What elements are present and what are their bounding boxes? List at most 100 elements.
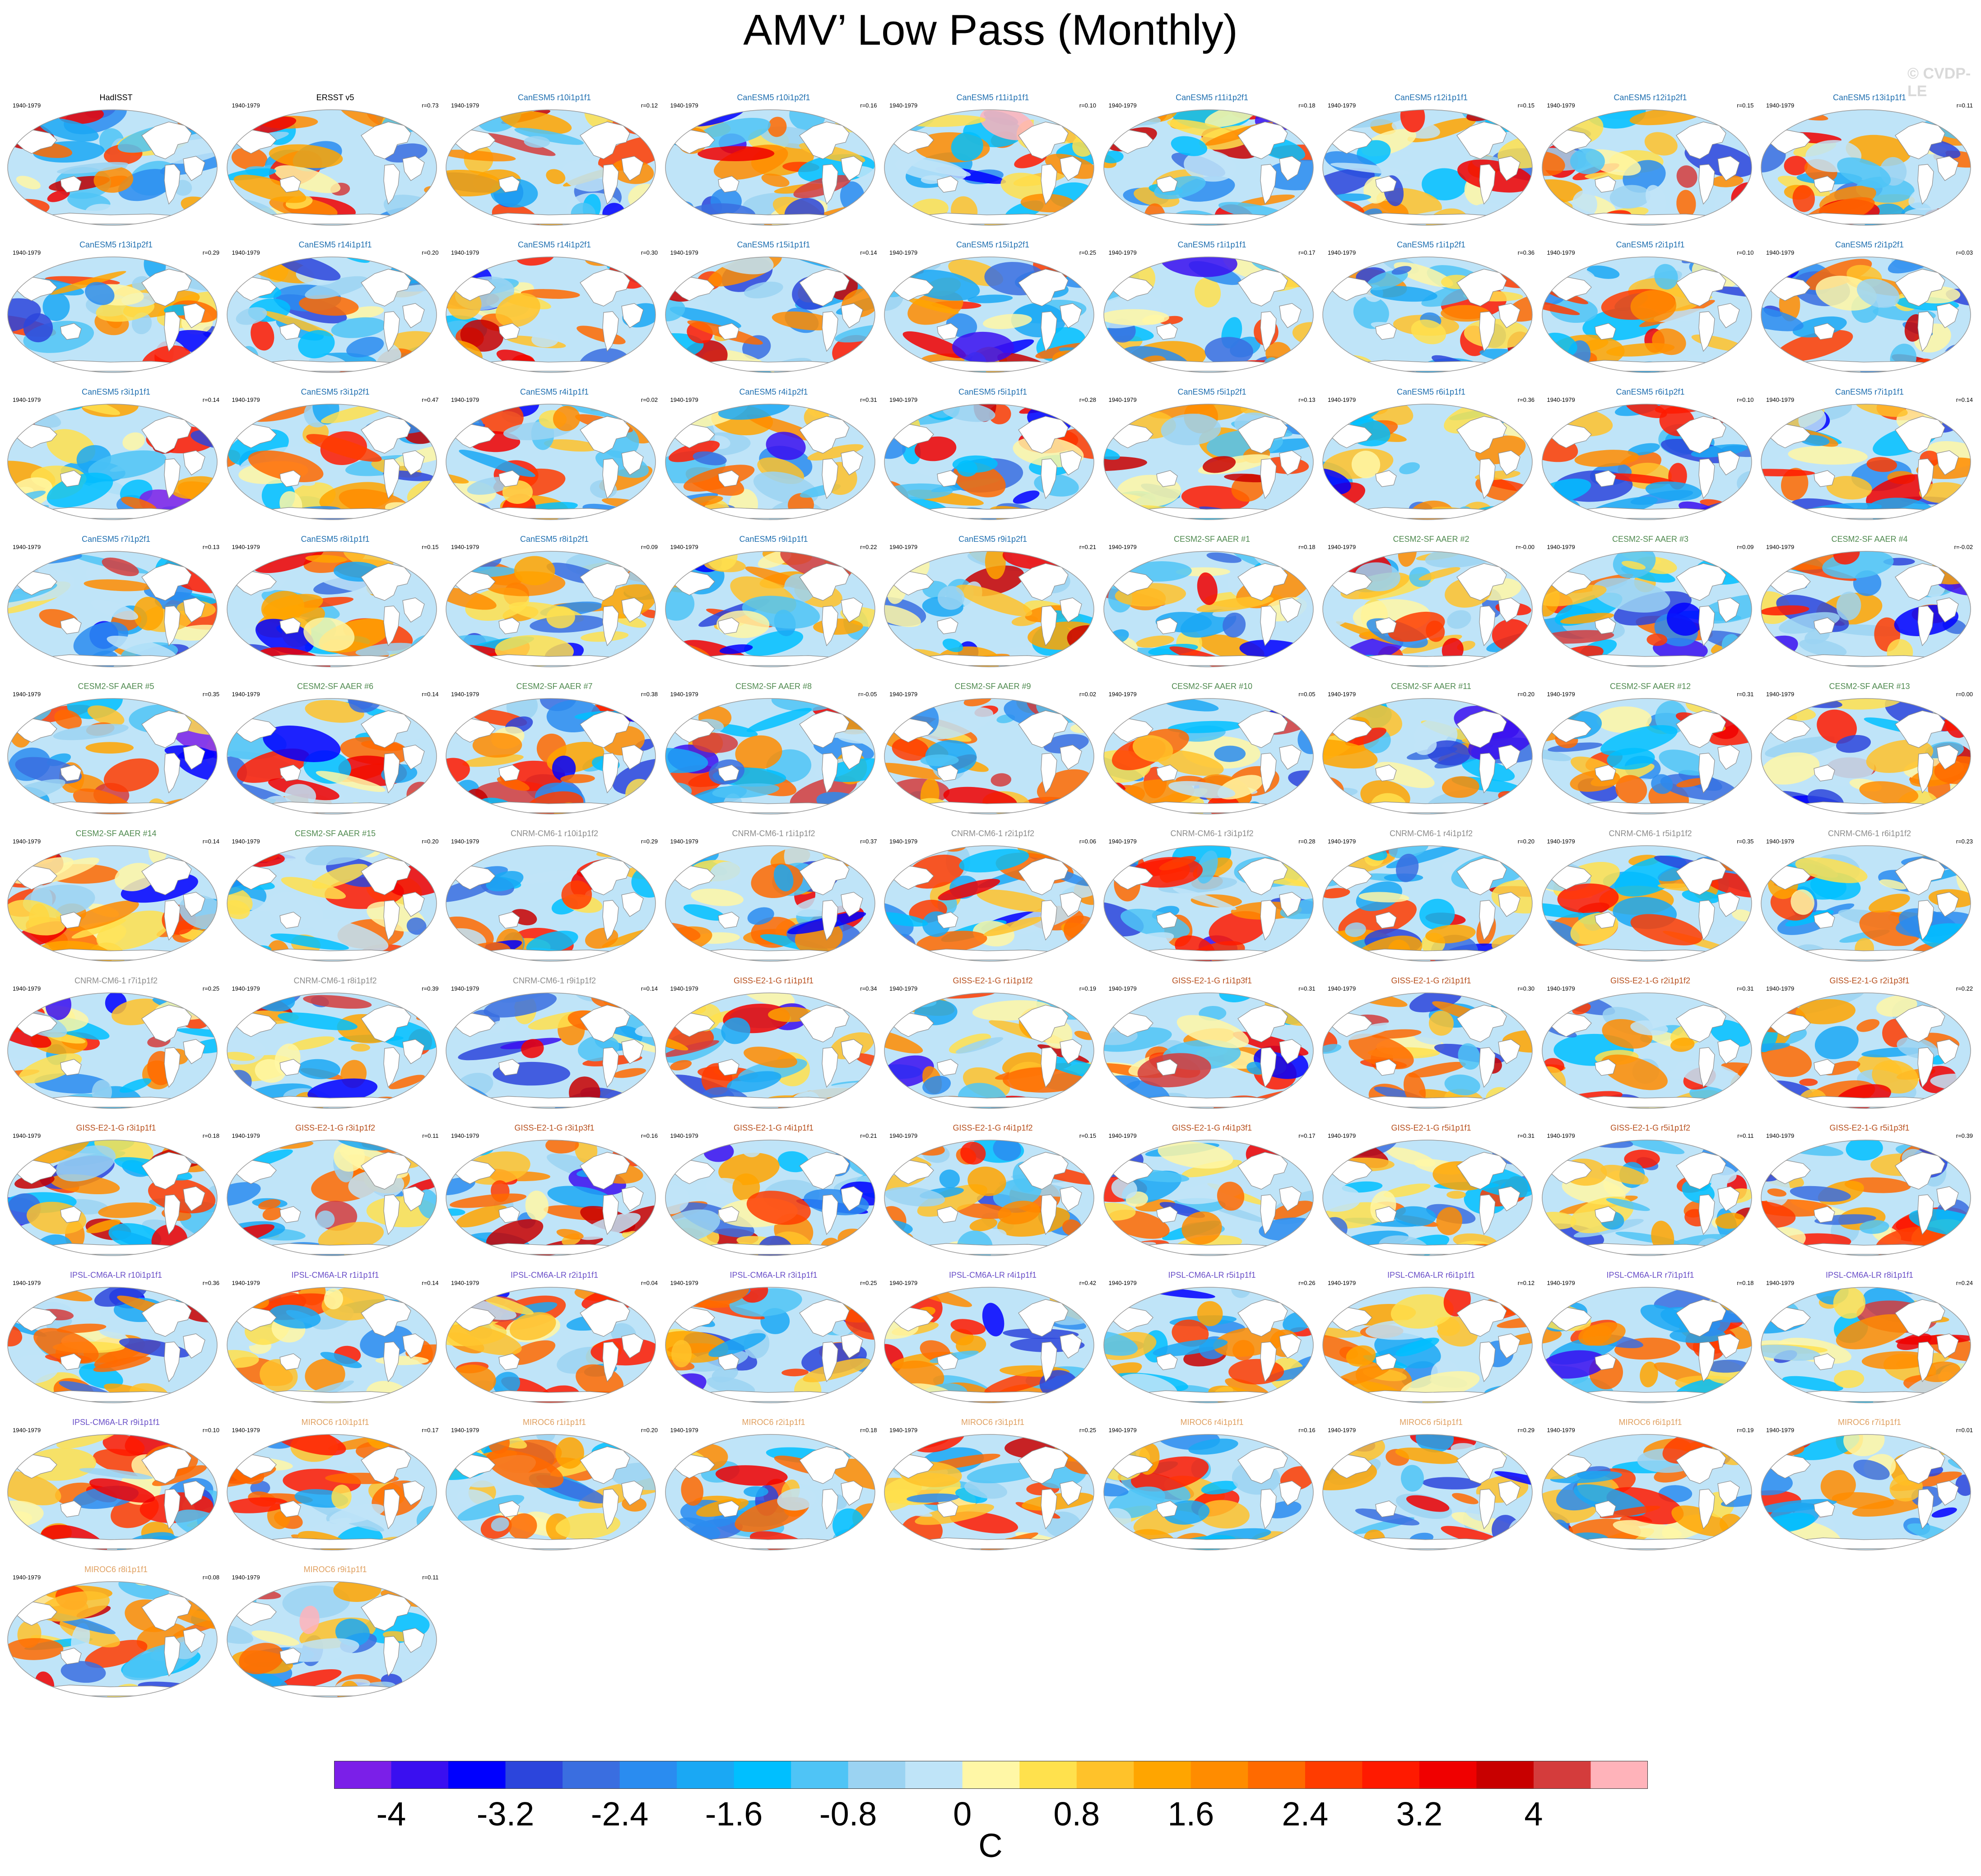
sst-anomaly-map	[1322, 845, 1533, 962]
panel-title: IPSL-CM6A-LR r5i1p1f1	[1168, 1271, 1256, 1280]
panel-period: 1940-1979	[889, 1280, 918, 1286]
panel-period: 1940-1979	[232, 1574, 260, 1581]
sst-anomaly-map	[1322, 698, 1533, 815]
sst-anomaly-map	[884, 404, 1094, 520]
panel-correlation: r=0.18	[1298, 102, 1316, 109]
panel-period: 1940-1979	[1328, 1132, 1356, 1139]
panel-title: CESM2-SF AAER #14	[75, 829, 157, 838]
colorbar-swatch	[505, 1761, 563, 1789]
panel-period: 1940-1979	[232, 1280, 260, 1286]
sst-anomaly-map	[226, 551, 437, 667]
map-panel: CanESM5 r12i1p2f1 1940-1979 r=0.15	[1541, 93, 1760, 241]
panel-period: 1940-1979	[1328, 838, 1356, 845]
sst-anomaly-map	[1761, 1140, 1971, 1256]
colorbar-swatch	[1590, 1761, 1648, 1789]
sst-anomaly-map	[1541, 256, 1752, 373]
panel-correlation: r=0.18	[202, 1132, 219, 1139]
panel-period: 1940-1979	[889, 691, 918, 698]
map-panel-grid: HadISST 1940-1979 ERSST v5 1940-1979 r=0.73 C…	[6, 93, 1979, 1698]
panel-title: IPSL-CM6A-LR r1i1p1f1	[291, 1271, 379, 1280]
sst-anomaly-map	[1322, 1434, 1533, 1550]
panel-period: 1940-1979	[232, 985, 260, 992]
panel-period: 1940-1979	[1547, 691, 1575, 698]
sst-anomaly-map	[1103, 992, 1314, 1109]
panel-period: 1940-1979	[889, 1132, 918, 1139]
panel-correlation: r=0.11	[422, 1132, 439, 1139]
colorbar-swatch	[905, 1761, 963, 1789]
map-panel: CESM2-SF AAER #15 1940-1979 r=0.20	[226, 829, 445, 977]
panel-period: 1940-1979	[451, 1132, 479, 1139]
map-panel: IPSL-CM6A-LR r1i1p1f1 1940-1979 r=0.14	[226, 1271, 445, 1419]
panel-period: 1940-1979	[232, 102, 260, 109]
colorbar-tick-label: 4	[1524, 1795, 1543, 1833]
panel-title: CanESM5 r12i1p1f1	[1394, 93, 1468, 102]
panel-title: GISS-E2-1-G r1i1p1f1	[733, 976, 814, 985]
colorbar-swatch	[391, 1761, 449, 1789]
sst-anomaly-map	[884, 551, 1094, 667]
panel-correlation: r=0.12	[641, 102, 658, 109]
map-panel: CanESM5 r4i1p2f1 1940-1979 r=0.31	[664, 387, 884, 535]
panel-correlation: r=0.26	[1298, 1280, 1316, 1286]
panel-correlation: r=0.18	[1298, 544, 1316, 550]
panel-correlation: r=0.15	[1079, 1132, 1096, 1139]
panel-correlation: r=0.16	[860, 102, 877, 109]
panel-title: IPSL-CM6A-LR r7i1p1f1	[1606, 1271, 1694, 1280]
panel-correlation: r=0.31	[1298, 985, 1316, 992]
panel-period: 1940-1979	[1547, 544, 1575, 550]
panel-correlation: r=0.25	[1079, 1427, 1096, 1434]
sst-anomaly-map	[1322, 992, 1533, 1109]
colorbar-swatch	[1305, 1761, 1363, 1789]
sst-anomaly-map	[1322, 551, 1533, 667]
sst-anomaly-map	[1322, 109, 1533, 226]
map-panel: CESM2-SF AAER #13 1940-1979 r=0.00	[1760, 682, 1979, 830]
map-panel: IPSL-CM6A-LR r6i1p1f1 1940-1979 r=0.12	[1321, 1271, 1541, 1419]
panel-period: 1940-1979	[1108, 396, 1137, 403]
panel-title: CNRM-CM6-1 r1i1p1f2	[732, 829, 815, 838]
map-panel: GISS-E2-1-G r3i1p1f1 1940-1979 r=0.18	[6, 1123, 226, 1271]
panel-correlation: r=0.31	[1517, 1132, 1535, 1139]
panel-period: 1940-1979	[232, 691, 260, 698]
panel-correlation: r=0.22	[860, 544, 877, 550]
panel-correlation: r=0.20	[422, 838, 439, 845]
map-panel: GISS-E2-1-G r3i1p3f1 1940-1979 r=0.16	[445, 1123, 664, 1271]
panel-correlation: r=0.25	[202, 985, 219, 992]
sst-anomaly-map	[1541, 1287, 1752, 1403]
panel-title: CNRM-CM6-1 r10i1p1f2	[510, 829, 599, 838]
panel-period: 1940-1979	[1328, 1280, 1356, 1286]
panel-correlation: r=0.31	[1737, 691, 1754, 698]
map-panel: CanESM5 r13i1p2f1 1940-1979 r=0.29	[6, 240, 226, 388]
panel-title: CanESM5 r14i1p1f1	[298, 240, 372, 249]
sst-anomaly-map	[1103, 551, 1314, 667]
panel-title: CanESM5 r15i1p1f1	[737, 240, 810, 249]
sst-anomaly-map	[7, 1287, 218, 1403]
map-panel: CNRM-CM6-1 r2i1p1f2 1940-1979 r=0.06	[883, 829, 1102, 977]
panel-period: 1940-1979	[1328, 396, 1356, 403]
sst-anomaly-map	[1103, 404, 1314, 520]
panel-period: 1940-1979	[1108, 1132, 1137, 1139]
panel-title: CanESM5 r15i1p2f1	[956, 240, 1030, 249]
sst-anomaly-map	[446, 109, 656, 226]
panel-period: 1940-1979	[670, 985, 698, 992]
sst-anomaly-map	[884, 256, 1094, 373]
colorbar-tick-label: -0.8	[819, 1795, 877, 1833]
map-panel: CESM2-SF AAER #3 1940-1979 r=0.09	[1541, 535, 1760, 683]
panel-period: 1940-1979	[13, 249, 41, 256]
panel-period: 1940-1979	[1108, 102, 1137, 109]
colorbar-tick-label: 3.2	[1396, 1795, 1443, 1833]
map-panel: GISS-E2-1-G r1i1p1f2 1940-1979 r=0.19	[883, 976, 1102, 1124]
sst-anomaly-map	[7, 1140, 218, 1256]
panel-correlation: r=0.20	[641, 1427, 658, 1434]
panel-correlation: r=0.30	[641, 249, 658, 256]
panel-period: 1940-1979	[1547, 838, 1575, 845]
panel-title: CESM2-SF AAER #7	[516, 682, 593, 691]
colorbar-tick-label: 1.6	[1167, 1795, 1214, 1833]
panel-title: CNRM-CM6-1 r2i1p1f2	[951, 829, 1035, 838]
map-panel: CESM2-SF AAER #7 1940-1979 r=0.38	[445, 682, 664, 830]
map-panel: IPSL-CM6A-LR r8i1p1f1 1940-1979 r=0.24	[1760, 1271, 1979, 1419]
map-panel: CanESM5 r8i1p2f1 1940-1979 r=0.09	[445, 535, 664, 683]
panel-title: CanESM5 r12i1p2f1	[1614, 93, 1687, 102]
map-panel: CESM2-SF AAER #11 1940-1979 r=0.20	[1321, 682, 1541, 830]
panel-correlation: r=0.11	[422, 1574, 439, 1581]
panel-period: 1940-1979	[451, 396, 479, 403]
panel-period: 1940-1979	[13, 1132, 41, 1139]
